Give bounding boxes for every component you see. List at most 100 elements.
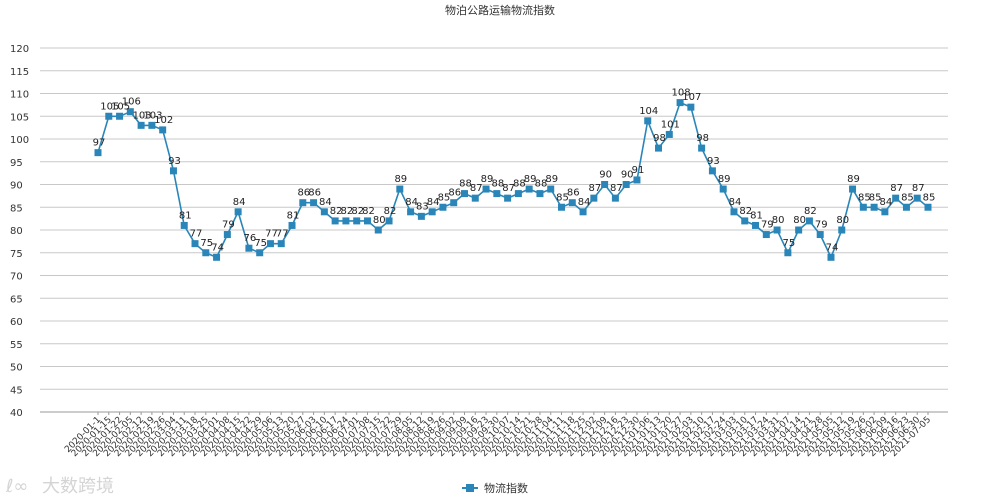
- data-point[interactable]: [191, 240, 199, 248]
- data-point[interactable]: [213, 253, 221, 261]
- data-label: 84: [427, 197, 440, 208]
- data-point[interactable]: [838, 226, 846, 234]
- data-point[interactable]: [363, 217, 371, 225]
- data-point[interactable]: [601, 181, 609, 188]
- data-point[interactable]: [773, 226, 781, 234]
- data-label: 85: [438, 192, 451, 203]
- data-point[interactable]: [514, 190, 522, 198]
- data-point[interactable]: [752, 221, 760, 229]
- data-point[interactable]: [342, 217, 350, 225]
- data-label: 82: [384, 206, 397, 217]
- data-label: 103: [143, 110, 162, 121]
- data-point[interactable]: [687, 103, 695, 111]
- data-label: 80: [793, 215, 806, 226]
- data-point[interactable]: [698, 144, 706, 152]
- data-point[interactable]: [547, 185, 555, 193]
- data-point[interactable]: [676, 99, 684, 107]
- data-point[interactable]: [795, 226, 803, 234]
- data-point[interactable]: [482, 185, 490, 193]
- data-point[interactable]: [105, 112, 113, 120]
- data-point[interactable]: [374, 226, 382, 234]
- data-point[interactable]: [902, 203, 910, 211]
- data-point[interactable]: [310, 199, 318, 207]
- data-point[interactable]: [202, 249, 210, 257]
- data-point[interactable]: [234, 208, 242, 216]
- data-label: 85: [901, 192, 914, 203]
- data-point[interactable]: [568, 199, 576, 207]
- data-point[interactable]: [611, 194, 619, 202]
- data-point[interactable]: [428, 208, 436, 216]
- data-point[interactable]: [299, 199, 307, 207]
- data-label: 86: [567, 188, 580, 199]
- data-point[interactable]: [816, 231, 824, 239]
- data-point[interactable]: [331, 217, 339, 225]
- data-point[interactable]: [708, 167, 716, 175]
- data-point[interactable]: [665, 130, 673, 138]
- data-point[interactable]: [126, 108, 134, 116]
- data-point[interactable]: [223, 231, 231, 239]
- data-point[interactable]: [180, 221, 188, 229]
- data-point[interactable]: [137, 121, 145, 129]
- data-point[interactable]: [741, 217, 749, 225]
- data-point[interactable]: [417, 212, 425, 220]
- data-point[interactable]: [460, 190, 468, 198]
- legend[interactable]: 物流指数: [462, 481, 528, 495]
- data-point[interactable]: [881, 208, 889, 216]
- data-point[interactable]: [116, 112, 124, 120]
- data-point[interactable]: [558, 203, 566, 211]
- data-point[interactable]: [169, 167, 177, 175]
- data-point[interactable]: [827, 253, 835, 261]
- legend-marker: [466, 484, 474, 492]
- data-point[interactable]: [148, 121, 156, 129]
- data-point[interactable]: [633, 176, 641, 184]
- data-point[interactable]: [471, 194, 479, 202]
- data-point[interactable]: [256, 249, 264, 257]
- data-point[interactable]: [590, 194, 598, 202]
- data-label: 82: [330, 206, 343, 217]
- data-point[interactable]: [385, 217, 393, 225]
- data-point[interactable]: [407, 208, 415, 216]
- data-label: 87: [470, 183, 483, 194]
- data-point[interactable]: [784, 249, 792, 257]
- data-label: 74: [211, 242, 224, 253]
- data-point[interactable]: [277, 240, 285, 248]
- data-point[interactable]: [805, 217, 813, 225]
- data-label: 81: [287, 210, 300, 221]
- series-line: [97, 101, 929, 260]
- data-point[interactable]: [353, 217, 361, 225]
- watermark-logo: ℓ∞: [5, 476, 28, 497]
- data-point[interactable]: [655, 144, 663, 152]
- data-point[interactable]: [504, 194, 512, 202]
- data-point[interactable]: [644, 117, 652, 125]
- data-point[interactable]: [622, 181, 630, 188]
- data-point[interactable]: [730, 208, 738, 216]
- y-tick-label: 45: [10, 385, 23, 396]
- y-tick-label: 70: [10, 272, 23, 283]
- data-point[interactable]: [159, 126, 167, 134]
- data-point[interactable]: [439, 203, 447, 211]
- data-label: 80: [373, 215, 386, 226]
- data-point[interactable]: [849, 185, 857, 193]
- data-point[interactable]: [892, 194, 900, 202]
- data-point[interactable]: [493, 190, 501, 198]
- data-point[interactable]: [266, 240, 274, 248]
- data-point[interactable]: [245, 244, 253, 252]
- data-label: 87: [502, 183, 515, 194]
- data-point[interactable]: [859, 203, 867, 211]
- data-point[interactable]: [719, 185, 727, 193]
- data-point[interactable]: [924, 203, 932, 211]
- series-line-group: [94, 99, 932, 261]
- data-point[interactable]: [579, 208, 587, 216]
- data-label: 82: [341, 206, 354, 217]
- x-axis: 2020-01-12020-01-152020-01-222020-02-052…: [63, 412, 933, 459]
- data-point[interactable]: [450, 199, 458, 207]
- data-point[interactable]: [396, 185, 404, 193]
- data-point[interactable]: [762, 231, 770, 239]
- data-point[interactable]: [536, 190, 544, 198]
- data-point[interactable]: [913, 194, 921, 202]
- data-point[interactable]: [870, 203, 878, 211]
- data-point[interactable]: [288, 221, 296, 229]
- data-point[interactable]: [94, 149, 102, 157]
- data-point[interactable]: [320, 208, 328, 216]
- data-point[interactable]: [525, 185, 533, 193]
